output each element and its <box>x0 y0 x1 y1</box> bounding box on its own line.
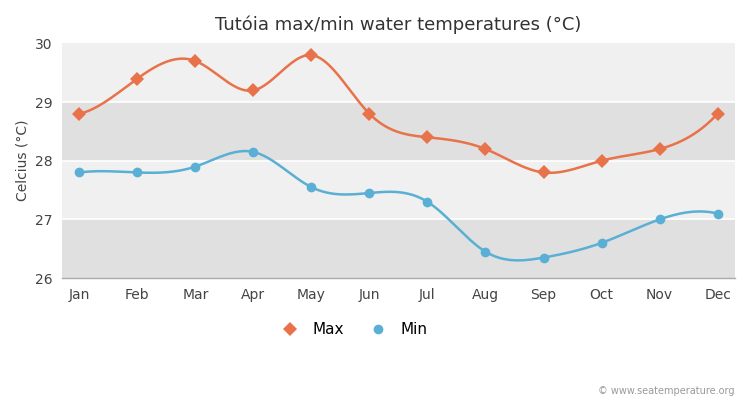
Min <box>597 240 606 245</box>
Min <box>133 170 142 175</box>
Max <box>75 112 84 116</box>
Legend: Max, Min: Max, Min <box>268 316 434 344</box>
Max <box>249 88 258 93</box>
Max <box>655 147 664 152</box>
Max <box>133 76 142 81</box>
Line: Max: Max <box>74 50 722 177</box>
Bar <box>62 220 735 278</box>
Min <box>655 217 664 222</box>
Max <box>423 135 432 140</box>
Max <box>713 112 722 116</box>
Y-axis label: Celcius (°C): Celcius (°C) <box>15 120 29 202</box>
Max <box>481 147 490 152</box>
Max <box>597 158 606 163</box>
Text: © www.seatemperature.org: © www.seatemperature.org <box>598 386 735 396</box>
Min <box>249 150 258 154</box>
Min <box>423 200 432 204</box>
Max <box>307 53 316 58</box>
Min <box>481 249 490 254</box>
Max <box>365 112 374 116</box>
Min <box>307 185 316 190</box>
Title: Tutóia max/min water temperatures (°C): Tutóia max/min water temperatures (°C) <box>215 15 582 34</box>
Min <box>75 170 84 175</box>
Bar <box>62 43 735 102</box>
Bar <box>62 161 735 220</box>
Min <box>365 191 374 196</box>
Max <box>539 170 548 175</box>
Min <box>190 164 200 169</box>
Min <box>713 211 722 216</box>
Max <box>190 58 200 63</box>
Min <box>539 255 548 260</box>
Bar <box>62 102 735 161</box>
Line: Min: Min <box>74 147 722 262</box>
